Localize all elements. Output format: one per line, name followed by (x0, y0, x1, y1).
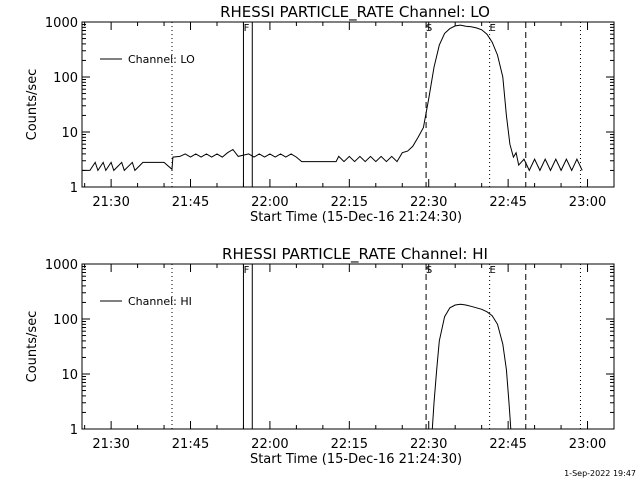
y-axis-label: Counts/sec (25, 311, 40, 383)
y-tick-label: 1 (70, 181, 78, 196)
y-tick-label: 10 (61, 126, 78, 141)
vertical-marker-label: F (244, 23, 250, 34)
x-tick-label: 21:45 (172, 437, 209, 452)
footer-date: 1-Sep-2022 19:47 (564, 469, 636, 478)
chart-title: RHESSI PARTICLE_RATE Channel: LO (220, 3, 490, 22)
legend-label: Channel: LO (128, 53, 195, 66)
x-tick-label: 22:15 (331, 437, 368, 452)
x-tick-label: 22:00 (251, 437, 288, 452)
x-tick-label: 21:30 (92, 437, 129, 452)
plot-frame (81, 263, 615, 430)
y-tick-label: 1 (70, 423, 78, 438)
y-axis-label: Counts/sec (25, 69, 40, 141)
vertical-marker-label: F (244, 265, 250, 276)
legend-label: Channel: HI (128, 295, 192, 308)
y-tick-label: 100 (53, 313, 78, 328)
vertical-marker-label: S (426, 265, 432, 276)
x-tick-label: 22:45 (489, 437, 526, 452)
x-tick-label: 21:45 (172, 195, 209, 210)
x-tick-label: 22:00 (251, 195, 288, 210)
vertical-marker-label: S (426, 23, 432, 34)
vertical-marker-label: E (489, 23, 495, 34)
series-line (82, 24, 583, 172)
chart-title: RHESSI PARTICLE_RATE Channel: HI (222, 245, 488, 264)
x-tick-label: 22:30 (410, 195, 447, 210)
y-tick-label: 1000 (45, 258, 78, 273)
x-tick-label: 22:45 (489, 195, 526, 210)
x-tick-label: 23:00 (569, 437, 606, 452)
y-tick-label: 10 (61, 368, 78, 383)
x-tick-label: 22:15 (331, 195, 368, 210)
vertical-marker-label: E (489, 265, 495, 276)
x-tick-label: 22:30 (410, 437, 447, 452)
plot-frame (81, 21, 615, 188)
series-line (431, 303, 512, 430)
x-tick-label: 21:30 (92, 195, 129, 210)
y-tick-label: 100 (53, 71, 78, 86)
x-axis-label: Start Time (15-Dec-16 21:24:30) (250, 452, 462, 467)
x-tick-label: 23:00 (569, 195, 606, 210)
x-axis-label: Start Time (15-Dec-16 21:24:30) (250, 210, 462, 225)
y-tick-label: 1000 (45, 16, 78, 31)
